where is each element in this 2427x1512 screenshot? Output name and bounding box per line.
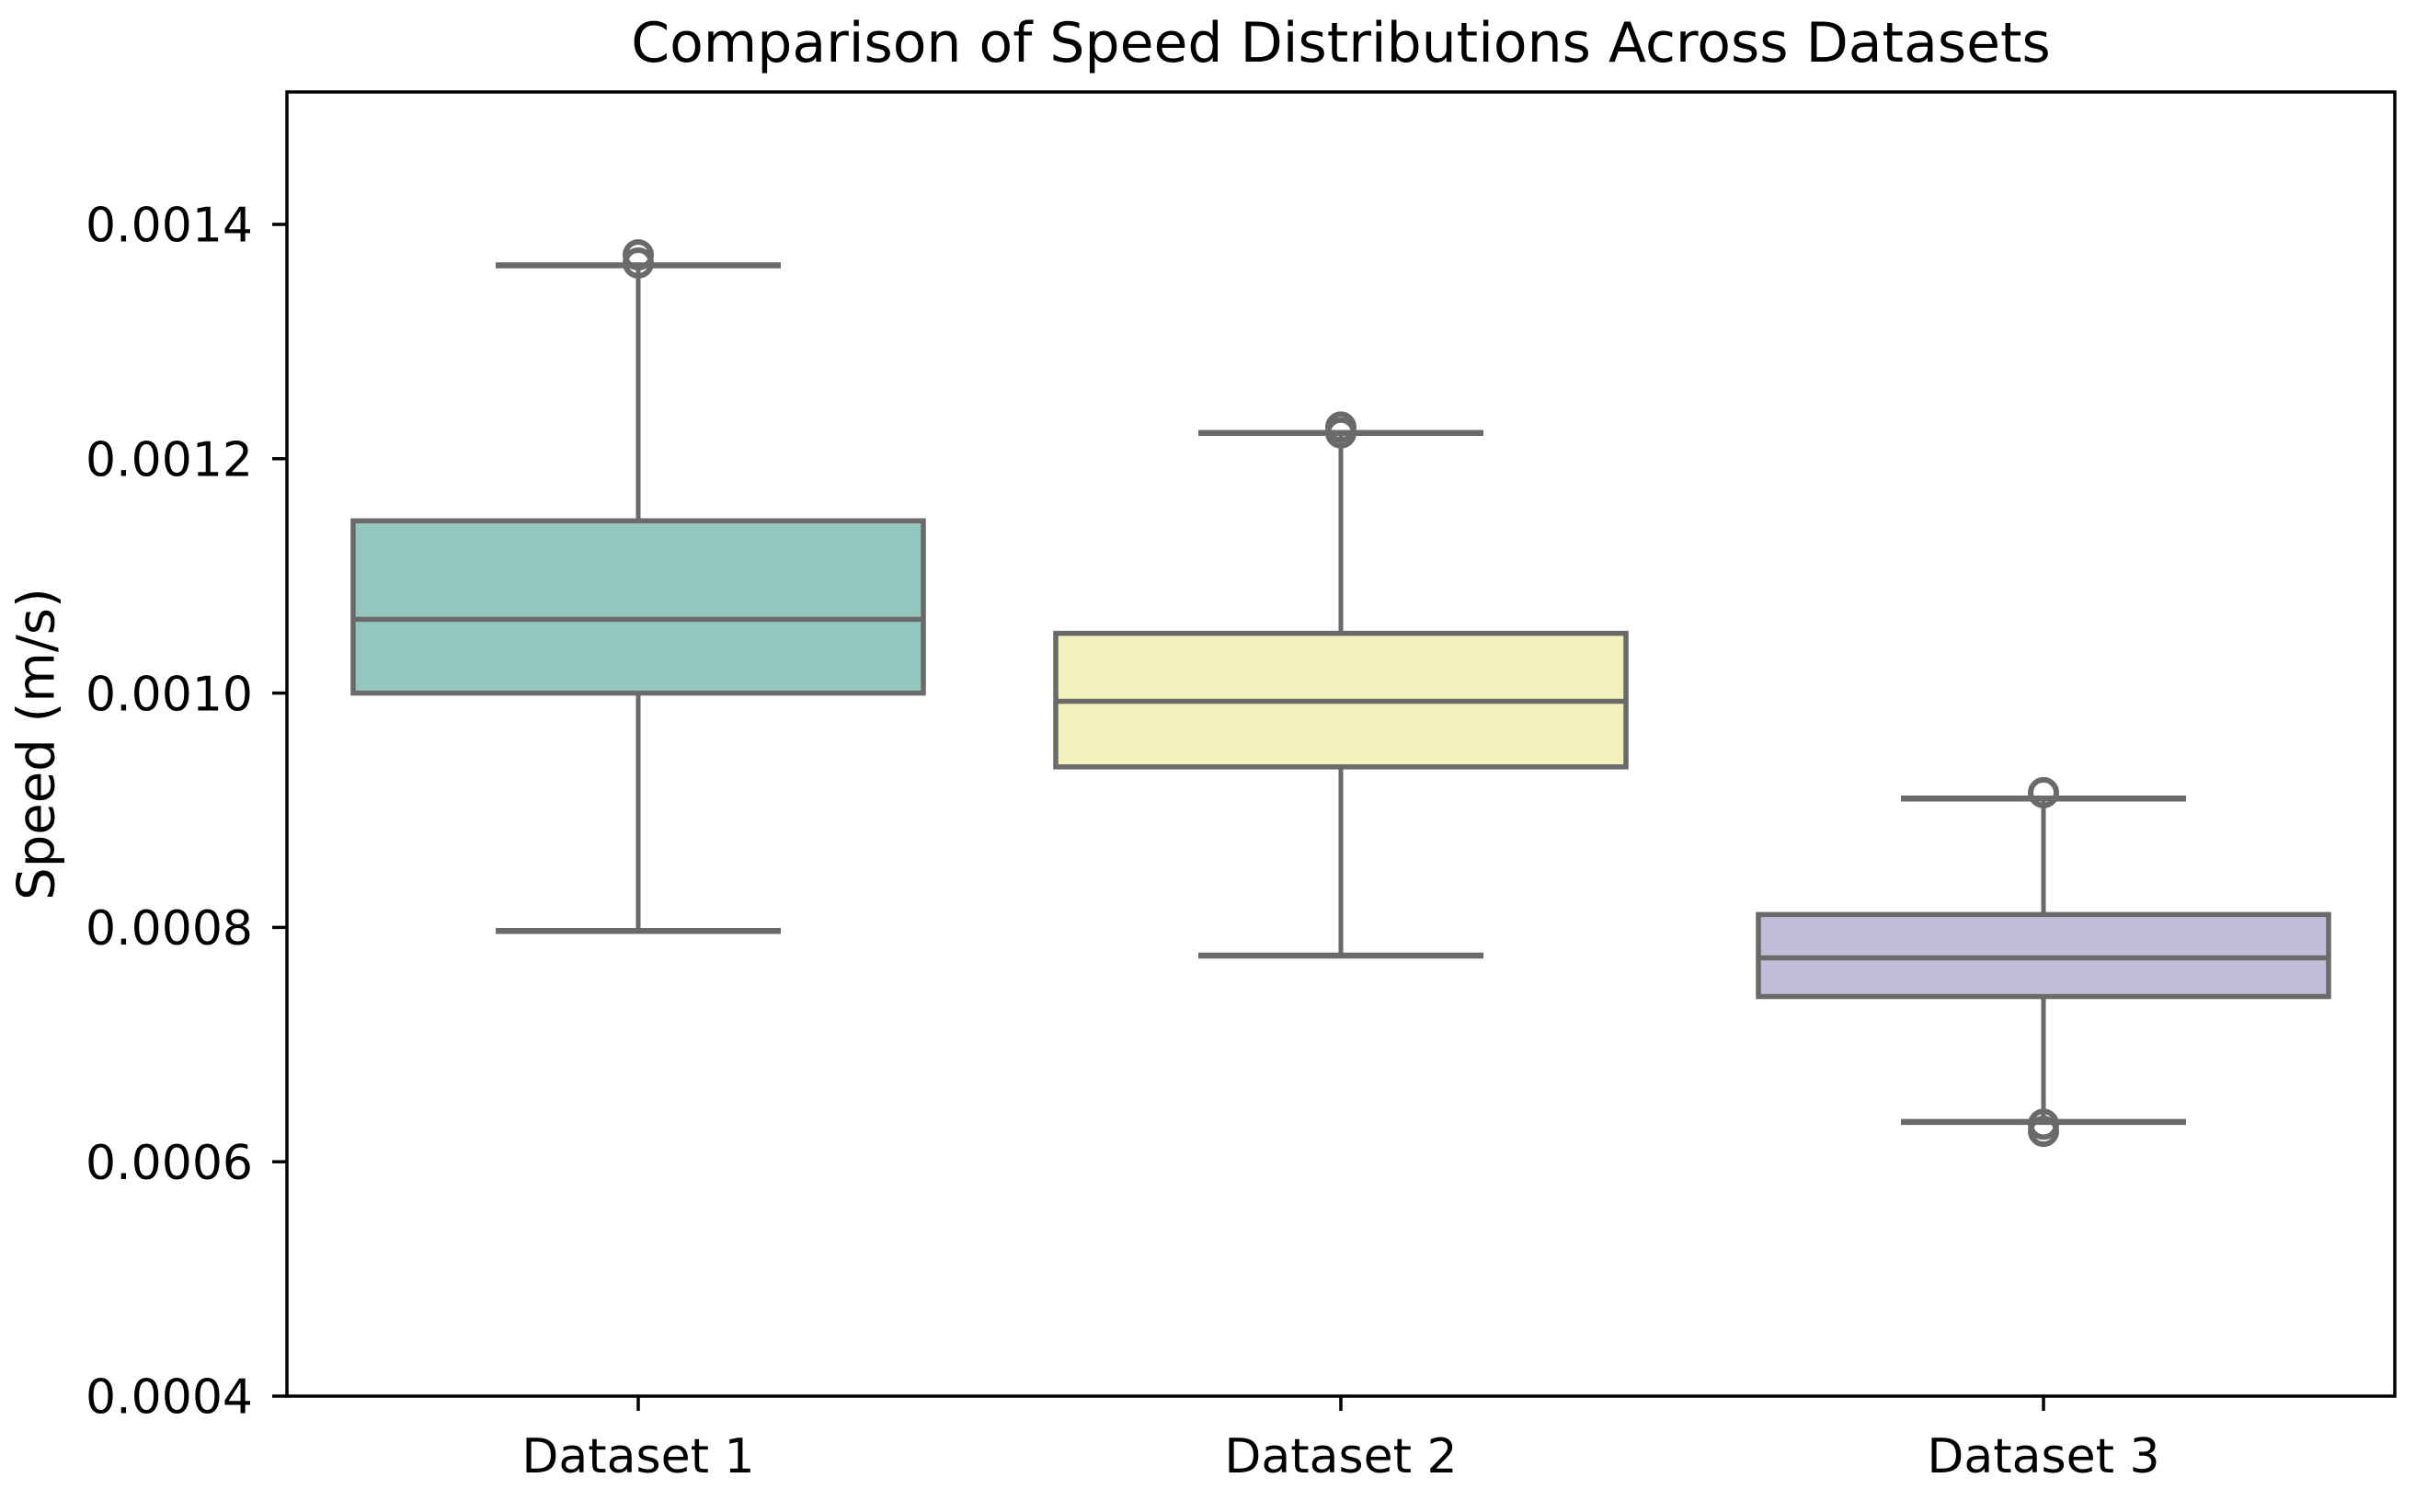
y-tick-label: 0.0006 (86, 1136, 253, 1191)
outlier-marker (2028, 1116, 2059, 1148)
y-axis-label: Speed (m/s) (7, 588, 67, 900)
chart-title: Comparison of Speed Distributions Across… (631, 11, 2051, 75)
outlier-marker (1325, 411, 1357, 443)
y-tick-label: 0.0014 (86, 199, 253, 254)
y-tick-label: 0.0008 (86, 901, 253, 956)
y-tick-label: 0.0010 (86, 667, 253, 722)
plot-frame (285, 90, 2397, 1398)
y-tick-label: 0.0004 (86, 1370, 253, 1426)
outlier-marker (2028, 776, 2059, 808)
outlier-marker (623, 239, 654, 271)
x-tick-label: Dataset 1 (521, 1429, 754, 1484)
plot-layer: 0.0004 0.0006 0.0008 0.0010 0.0012 0.0014 Data… (86, 90, 2397, 1484)
x-tick-label: Dataset 3 (1927, 1429, 2159, 1484)
y-tick-label: 0.0012 (86, 432, 253, 487)
x-tick-label: Dataset 2 (1224, 1429, 1457, 1484)
box-dataset-1 (350, 518, 926, 696)
